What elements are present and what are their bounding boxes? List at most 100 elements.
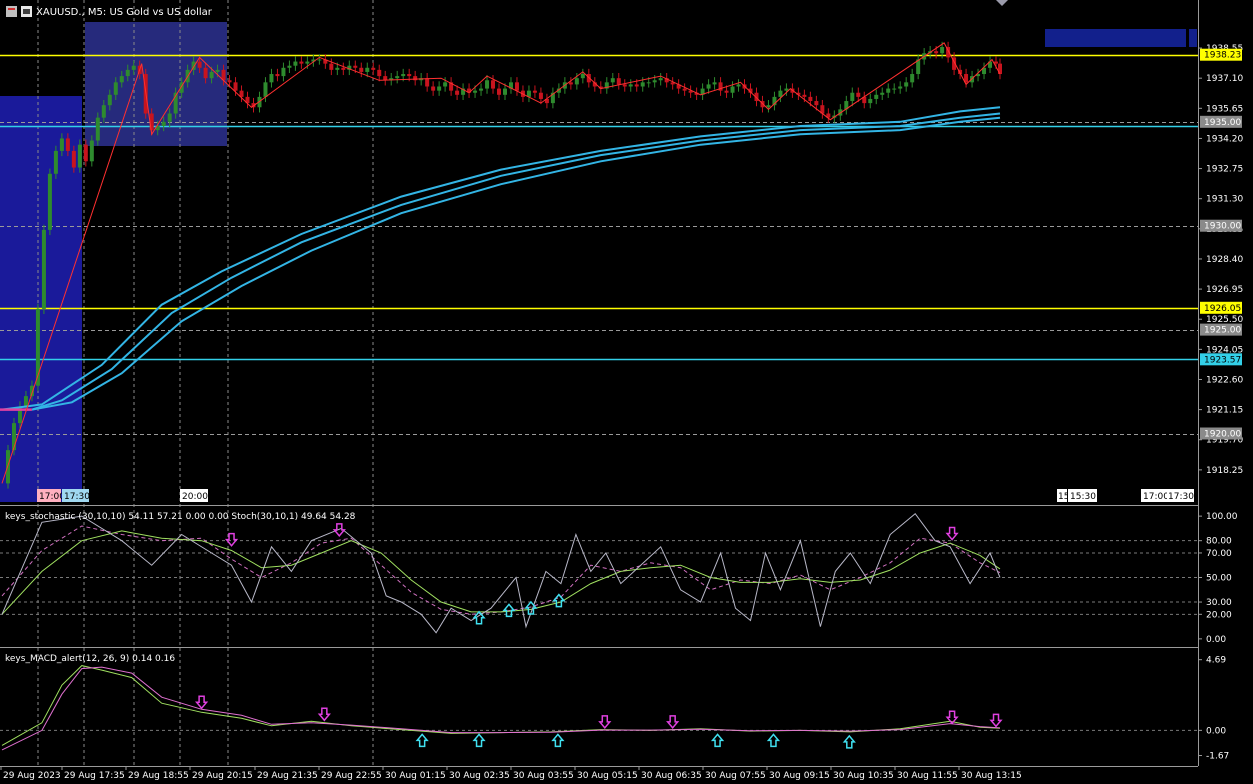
candle-bull xyxy=(916,59,921,75)
zigzag-path xyxy=(1,42,1001,484)
candle-bear xyxy=(359,67,364,72)
price-axis-label: 1924.05 xyxy=(1206,345,1243,355)
price-level-label: 1930.00 xyxy=(1204,222,1241,232)
candle-bear xyxy=(754,92,759,102)
price-level-label: 1920.00 xyxy=(1204,430,1241,440)
candle-bear xyxy=(497,88,502,95)
arrow-up-icon xyxy=(472,733,486,748)
candle-bear xyxy=(934,51,939,54)
candle-bear xyxy=(802,94,807,97)
candle-bear xyxy=(491,80,496,89)
arrow-up-icon xyxy=(842,734,856,749)
candle-bull xyxy=(365,67,370,72)
candle-bull xyxy=(59,138,64,151)
candle-bull xyxy=(41,229,46,309)
arrow-down-icon xyxy=(945,710,959,725)
session-rectangle-top xyxy=(85,22,227,146)
candle-bear xyxy=(598,86,603,89)
candle-bear xyxy=(407,74,412,77)
stochastic-lines xyxy=(0,512,1198,634)
candle-bull xyxy=(95,117,100,141)
candle-bull xyxy=(658,78,663,81)
object-rectangle-right xyxy=(1045,29,1186,47)
price-axis-label: 1935.65 xyxy=(1206,104,1243,114)
candle-bear xyxy=(425,78,430,87)
candle-bull xyxy=(988,61,993,68)
shift-marker-icon[interactable] xyxy=(996,0,1008,6)
candle-bull xyxy=(119,76,124,83)
horizontal-levels xyxy=(0,54,1198,435)
moving-average-line xyxy=(31,116,1001,411)
arrow-down-icon xyxy=(598,715,612,729)
candle-bull xyxy=(461,88,466,95)
candle-bull xyxy=(113,82,118,95)
macd-axis-label: -1.67 xyxy=(1206,752,1229,762)
stochastic-axis-label: 0.00 xyxy=(1206,635,1226,645)
stochastic-panel: keys_stochastic (30,10,10) 54.11 57.21 0… xyxy=(0,512,1198,634)
candle-bear xyxy=(998,63,1002,75)
candle-bull xyxy=(281,67,286,77)
session-label: 20:00 xyxy=(182,492,208,502)
price-axis: 1938.551937.101935.651934.201932.751931.… xyxy=(1198,44,1243,762)
macd-title: keys_MACD_alert(12, 26, 9) 0.14 0.16 xyxy=(5,654,175,664)
candle-bull xyxy=(550,92,555,104)
vertical-grid xyxy=(37,0,374,766)
price-level-badge xyxy=(1200,323,1242,336)
candle-bull xyxy=(485,80,490,89)
price-level-badge xyxy=(1200,301,1242,314)
candle-bear xyxy=(431,86,436,91)
arrow-up-icon xyxy=(415,733,429,748)
stochastic-series-line xyxy=(1,530,1001,615)
session-label: 17:30 xyxy=(64,492,90,502)
candle-bear xyxy=(227,80,232,83)
candle-bull xyxy=(89,140,94,162)
candle-bear xyxy=(275,74,280,77)
macd-series-line xyxy=(1,665,1001,746)
candle-bull xyxy=(610,78,615,83)
candle-bull xyxy=(167,113,172,122)
candle-bull xyxy=(580,74,585,79)
candle-bull xyxy=(850,92,855,102)
stochastic-title: keys_stochastic (30,10,10) 54.11 57.21 0… xyxy=(5,512,356,522)
one-click-trading-icon-body xyxy=(23,9,30,14)
candle-bull xyxy=(131,65,136,70)
candle-bear xyxy=(796,92,801,95)
candle-bull xyxy=(311,59,316,62)
time-axis-label: 29 Aug 18:55 xyxy=(128,771,189,781)
candle-bear xyxy=(676,84,681,89)
candle-bull xyxy=(179,82,184,93)
candle-bull xyxy=(772,96,777,106)
candle-bull xyxy=(11,423,16,451)
candle-bull xyxy=(766,105,771,108)
candle-bear xyxy=(532,90,537,93)
session-label-bg xyxy=(37,489,61,502)
macd-lines xyxy=(0,665,1198,751)
candle-bear xyxy=(383,76,388,81)
stochastic-axis-label: 30.00 xyxy=(1206,598,1232,608)
price-level-badge xyxy=(1200,48,1242,61)
candle-bear xyxy=(964,74,969,83)
candle-bear xyxy=(724,90,729,93)
candle-bull xyxy=(886,88,891,93)
candle-bull xyxy=(257,96,262,108)
session-label: 17:00 xyxy=(1143,492,1169,502)
candle-bear xyxy=(826,113,831,118)
session-labels: 17:00 17:30 20:00 15 15:30 17:00 17:30 xyxy=(37,489,1194,502)
candle-bear xyxy=(634,84,639,87)
candle-bear xyxy=(514,82,519,91)
session-label-bg xyxy=(1167,489,1194,502)
candle-bear xyxy=(83,144,88,162)
candle-bear xyxy=(538,92,543,99)
chart-menu-icon[interactable] xyxy=(6,6,17,17)
candle-bear xyxy=(748,88,753,93)
candle-bear xyxy=(413,76,418,81)
candle-bull xyxy=(502,88,507,95)
time-axis-label: 29 Aug 17:35 xyxy=(64,771,125,781)
time-axis-label: 29 Aug 21:35 xyxy=(257,771,318,781)
candle-bull xyxy=(437,86,442,91)
candle-bull xyxy=(892,88,897,90)
candle-bull xyxy=(173,92,178,114)
price-level-badge xyxy=(1200,353,1242,366)
candle-bear xyxy=(239,90,244,97)
